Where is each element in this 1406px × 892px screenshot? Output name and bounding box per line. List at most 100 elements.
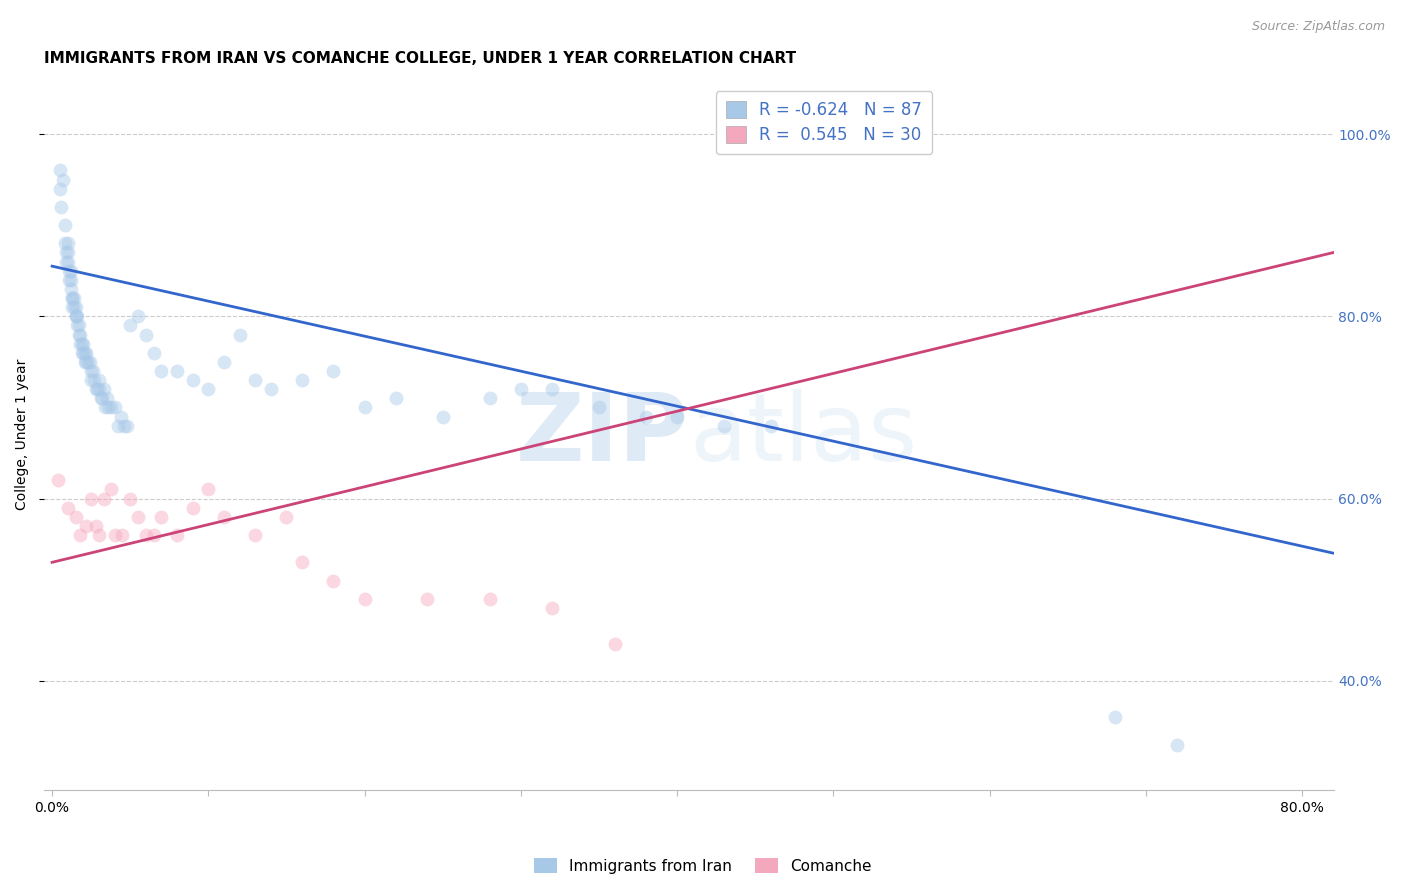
Text: ZIP: ZIP [516,389,689,481]
Point [111,528,134,542]
Point [76,519,98,533]
Point [416,591,439,606]
Point [56,236,79,251]
Point [67,327,90,342]
Point [291,555,314,569]
Point [70,345,93,359]
Point [59,273,82,287]
Point [166,364,188,378]
Point [245,373,267,387]
Point [120,318,142,333]
Point [107,418,129,433]
Point [478,392,501,406]
Point [634,409,657,424]
Y-axis label: College, Under 1 year: College, Under 1 year [15,359,30,510]
Point [69,528,91,542]
Point [60,291,83,305]
Point [97,401,120,415]
Point [322,364,344,378]
Point [353,591,375,606]
Text: Source: ZipAtlas.com: Source: ZipAtlas.com [1251,20,1385,33]
Point [51,200,73,214]
Point [60,300,83,314]
Point [63,300,86,314]
Point [666,409,689,424]
Point [69,336,91,351]
Point [73,345,96,359]
Point [541,382,564,396]
Point [70,336,93,351]
Point [84,382,107,396]
Point [52,172,75,186]
Point [73,355,96,369]
Point [478,591,501,606]
Point [127,310,149,324]
Point [509,382,531,396]
Point [77,355,100,369]
Point [212,509,235,524]
Point [93,491,115,506]
Point [181,373,204,387]
Point [72,345,94,359]
Point [65,509,87,524]
Point [127,509,149,524]
Point [66,310,89,324]
Point [80,373,103,387]
Point [135,528,157,542]
Point [67,318,90,333]
Point [96,392,118,406]
Point [100,483,122,497]
Point [181,500,204,515]
Point [46,473,69,487]
Point [245,528,267,542]
Point [93,382,115,396]
Point [87,373,110,387]
Point [1104,710,1126,724]
Point [94,401,117,415]
Point [79,355,101,369]
Point [55,245,77,260]
Point [53,218,76,232]
Point [59,263,82,277]
Point [197,382,219,396]
Point [385,392,408,406]
Point [56,254,79,268]
Text: atlas: atlas [689,389,917,481]
Point [58,273,80,287]
Point [80,491,103,506]
Point [142,345,165,359]
Point [759,418,782,433]
Point [76,345,98,359]
Point [72,336,94,351]
Point [53,236,76,251]
Point [603,637,626,651]
Point [212,355,235,369]
Point [90,392,112,406]
Point [63,291,86,305]
Point [65,310,87,324]
Point [541,600,564,615]
Point [91,392,114,406]
Point [150,509,173,524]
Point [713,418,735,433]
Point [104,528,127,542]
Legend: R = -0.624   N = 87, R =  0.545   N = 30: R = -0.624 N = 87, R = 0.545 N = 30 [716,91,932,154]
Point [69,327,91,342]
Point [56,245,79,260]
Point [432,409,454,424]
Point [87,382,110,396]
Point [59,282,82,296]
Point [353,401,375,415]
Text: IMMIGRANTS FROM IRAN VS COMANCHE COLLEGE, UNDER 1 YEAR CORRELATION CHART: IMMIGRANTS FROM IRAN VS COMANCHE COLLEGE… [44,51,796,66]
Point [110,409,132,424]
Point [1166,738,1188,752]
Point [82,364,104,378]
Point [65,310,87,324]
Point [112,418,135,433]
Point [322,574,344,588]
Point [65,300,87,314]
Point [115,418,138,433]
Point [588,401,610,415]
Point [228,327,250,342]
Point [291,373,314,387]
